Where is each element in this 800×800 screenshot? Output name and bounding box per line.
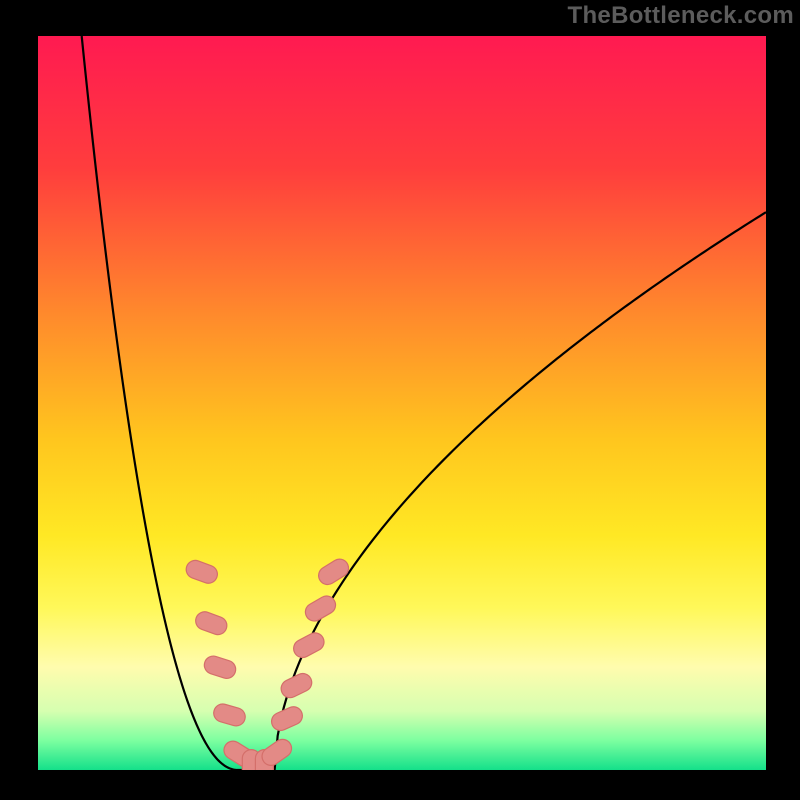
chart-stage: TheBottleneck.com [0,0,800,800]
watermark-text: TheBottleneck.com [568,2,794,30]
gradient-background [38,36,766,770]
plot-svg [38,36,766,770]
